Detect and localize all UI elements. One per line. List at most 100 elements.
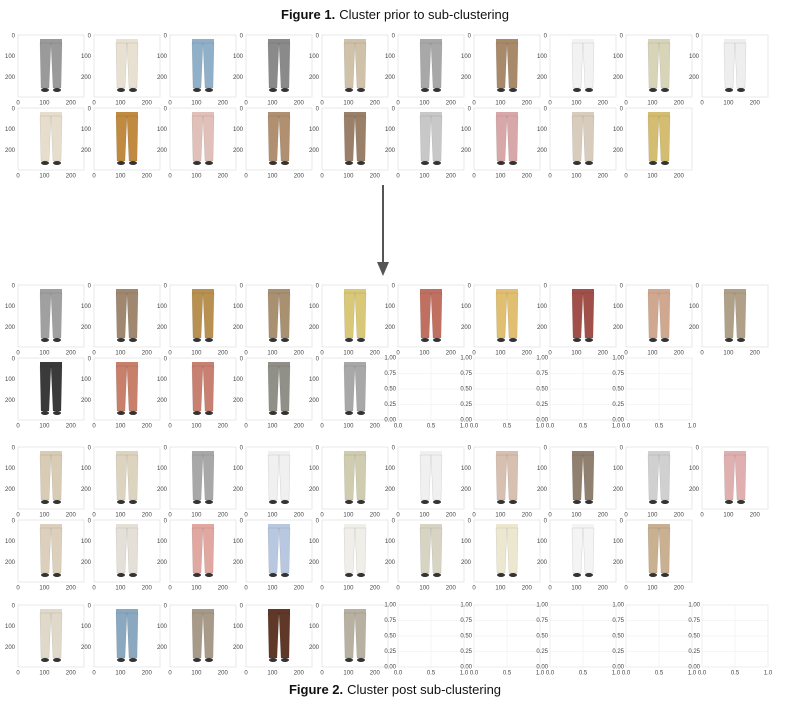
x-tick-label: 0 xyxy=(396,174,400,180)
x-tick-label: 0.0 xyxy=(470,424,479,430)
x-tick-label: 200 xyxy=(294,351,305,357)
y-tick-label: 200 xyxy=(385,560,396,566)
pant-leg xyxy=(191,612,204,659)
x-tick-label: 200 xyxy=(66,101,77,107)
x-tick-label: 100 xyxy=(267,586,278,592)
shoe xyxy=(421,161,429,165)
pant-leg xyxy=(495,454,508,501)
pant-leg xyxy=(191,42,204,89)
y-tick-label: 100 xyxy=(233,624,244,630)
x-tick-label: 200 xyxy=(446,101,457,107)
x-tick-label: 0 xyxy=(168,671,172,677)
x-tick-label: 0 xyxy=(700,351,704,357)
x-tick-label: 100 xyxy=(267,513,278,519)
y-tick-label: 0 xyxy=(316,284,320,290)
pant-leg xyxy=(582,292,595,339)
pant-leg xyxy=(126,42,139,89)
x-tick-label: 200 xyxy=(750,101,761,107)
pant-leg xyxy=(495,42,508,89)
image-axes xyxy=(93,519,161,583)
figure1-text: Cluster prior to sub-clustering xyxy=(339,7,509,22)
y-tick-label: 200 xyxy=(157,645,168,651)
x-tick-label: 0 xyxy=(92,174,96,180)
x-tick-label: 100 xyxy=(343,513,354,519)
pant-leg xyxy=(191,454,204,501)
x-tick-label: 200 xyxy=(674,586,685,592)
y-tick-label: 0.50 xyxy=(384,634,396,640)
x-tick-label: 0 xyxy=(472,101,476,107)
x-tick-label: 200 xyxy=(598,586,609,592)
y-tick-label: 200 xyxy=(5,398,16,404)
shoe xyxy=(345,88,353,92)
y-tick-label: 0 xyxy=(240,519,244,525)
pant-leg xyxy=(354,454,367,501)
y-tick-label: 0 xyxy=(88,107,92,113)
y-tick-label: 100 xyxy=(309,539,320,545)
x-tick-label: 200 xyxy=(218,174,229,180)
shoe xyxy=(661,161,669,165)
y-tick-label: 100 xyxy=(689,466,700,472)
pant-leg xyxy=(202,42,215,89)
y-tick-label: 100 xyxy=(157,127,168,133)
pant-leg xyxy=(343,292,356,339)
pant-leg xyxy=(126,527,139,574)
shoe xyxy=(41,411,49,415)
y-tick-label: 0 xyxy=(620,519,624,525)
x-tick-label: 100 xyxy=(39,351,50,357)
x-tick-label: 100 xyxy=(39,101,50,107)
shoe xyxy=(281,573,289,577)
image-axes xyxy=(321,519,389,583)
x-tick-label: 1.0 xyxy=(612,671,621,677)
x-tick-label: 0 xyxy=(244,513,248,519)
pant-leg xyxy=(354,292,367,339)
x-tick-label: 100 xyxy=(343,586,354,592)
waist xyxy=(116,289,138,295)
figure1-label: Figure 1. xyxy=(281,7,335,22)
waist xyxy=(116,524,138,530)
y-tick-label: 100 xyxy=(309,304,320,310)
image-axes xyxy=(93,357,161,421)
x-tick-label: 0.0 xyxy=(546,424,555,430)
x-tick-label: 100 xyxy=(115,351,126,357)
y-tick-label: 200 xyxy=(81,75,92,81)
x-tick-label: 0 xyxy=(472,586,476,592)
y-tick-label: 0 xyxy=(164,284,168,290)
x-tick-label: 1.0 xyxy=(764,671,773,677)
shoe xyxy=(117,658,125,662)
shoe xyxy=(497,500,505,504)
x-tick-label: 0.5 xyxy=(427,671,436,677)
y-tick-label: 100 xyxy=(5,54,16,60)
y-tick-label: 1.00 xyxy=(384,356,396,362)
y-tick-label: 200 xyxy=(689,325,700,331)
pant-leg xyxy=(343,115,356,162)
x-tick-label: 0.5 xyxy=(579,424,588,430)
shoe xyxy=(345,573,353,577)
y-tick-label: 100 xyxy=(613,127,624,133)
waist xyxy=(648,289,670,295)
y-tick-label: 100 xyxy=(309,377,320,383)
y-tick-label: 200 xyxy=(613,560,624,566)
pant-leg xyxy=(267,42,280,89)
y-tick-label: 0 xyxy=(12,34,16,40)
image-axes xyxy=(93,34,161,98)
shoe xyxy=(205,411,213,415)
y-tick-label: 200 xyxy=(613,487,624,493)
y-tick-label: 200 xyxy=(81,645,92,651)
y-tick-label: 100 xyxy=(81,304,92,310)
y-tick-label: 0 xyxy=(392,446,396,452)
x-tick-label: 200 xyxy=(750,513,761,519)
shoe xyxy=(205,658,213,662)
y-tick-label: 0 xyxy=(12,519,16,525)
shoe xyxy=(193,411,201,415)
y-tick-label: 0 xyxy=(468,34,472,40)
pant-leg xyxy=(278,42,291,89)
y-tick-label: 0.75 xyxy=(688,618,700,624)
pant-leg xyxy=(419,454,432,501)
image-axes xyxy=(397,446,465,510)
y-tick-label: 100 xyxy=(461,54,472,60)
y-tick-label: 200 xyxy=(309,398,320,404)
pant-leg xyxy=(267,115,280,162)
shoe xyxy=(649,573,657,577)
y-tick-label: 100 xyxy=(385,539,396,545)
y-tick-label: 1.00 xyxy=(384,603,396,609)
